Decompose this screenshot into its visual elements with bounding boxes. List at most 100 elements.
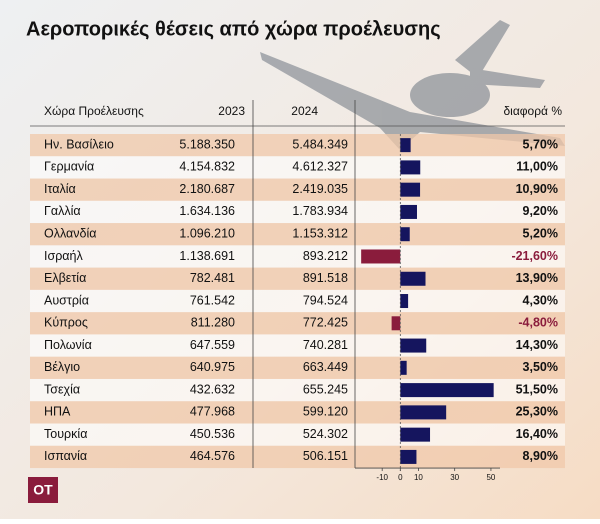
value-2024: 655.245 — [303, 382, 348, 396]
value-2023: 5.188.350 — [179, 137, 235, 151]
value-2023: 640.975 — [190, 360, 235, 374]
data-label: 13,90% — [516, 271, 558, 285]
column-header: 2024 — [291, 104, 318, 118]
value-2024: 2.419.035 — [292, 182, 348, 196]
value-2024: 740.281 — [303, 338, 348, 352]
country-label: Τουρκία — [44, 427, 87, 441]
value-2023: 811.280 — [191, 316, 235, 330]
bar — [400, 138, 411, 153]
data-label: 51,50% — [516, 382, 558, 396]
data-label: 9,20% — [523, 204, 558, 218]
country-label: Κύπρος — [44, 316, 88, 330]
value-2024: 4.612.327 — [292, 160, 348, 174]
value-2023: 1.634.136 — [179, 204, 235, 218]
value-2023: 2.180.687 — [179, 182, 235, 196]
value-2024: 893.212 — [303, 249, 348, 263]
data-label: 11,00% — [516, 160, 558, 174]
row-band — [30, 423, 565, 446]
bar — [400, 204, 417, 219]
logo-box — [28, 477, 58, 503]
country-label: Αυστρία — [44, 293, 89, 307]
value-2023: 1.096.210 — [179, 227, 235, 241]
data-label: 10,90% — [516, 182, 558, 196]
value-2024: 599.120 — [303, 405, 348, 419]
country-label: Ελβετία — [44, 271, 86, 285]
country-label: Ιταλία — [44, 182, 76, 196]
data-label: 4,30% — [523, 293, 558, 307]
value-2024: 663.449 — [303, 360, 348, 374]
value-2023: 477.968 — [190, 405, 235, 419]
value-2023: 450.536 — [190, 427, 235, 441]
row-band — [30, 356, 565, 379]
data-label: 8,90% — [523, 449, 558, 463]
logo: OT — [33, 482, 53, 498]
column-header: διαφορά % — [503, 104, 562, 118]
x-tick-label: -10 — [376, 473, 388, 482]
data-label: -4,80% — [518, 316, 558, 330]
bar — [400, 182, 421, 197]
bar — [400, 405, 447, 420]
row-band — [30, 200, 565, 224]
value-2024: 794.524 — [303, 293, 348, 307]
row-band — [30, 245, 565, 268]
column-header: 2023 — [218, 104, 245, 118]
bar — [400, 360, 407, 375]
bar — [400, 294, 409, 309]
data-label: 14,30% — [516, 338, 558, 352]
country-label: Βέλγιο — [44, 360, 80, 374]
bar — [400, 427, 431, 442]
data-label: -21,60% — [511, 249, 558, 263]
value-2024: 506.151 — [303, 449, 348, 463]
bar — [361, 249, 401, 264]
country-label: Ολλανδία — [44, 227, 96, 241]
value-2024: 772.425 — [303, 316, 348, 330]
row-band — [30, 334, 565, 357]
row-band — [30, 445, 565, 469]
bar — [400, 271, 426, 286]
value-2023: 761.542 — [190, 293, 235, 307]
x-tick-label: 50 — [486, 473, 495, 482]
data-label: 5,70% — [523, 137, 558, 151]
country-label: Γερμανία — [44, 160, 94, 174]
bar — [400, 449, 417, 464]
value-2024: 5.484.349 — [292, 137, 348, 151]
row-band — [30, 223, 565, 246]
chart-title: Αεροπορικές θέσεις από χώρα προέλευσης — [26, 18, 441, 40]
bar — [400, 338, 427, 353]
data-label: 16,40% — [516, 427, 558, 441]
value-2024: 524.302 — [303, 427, 348, 441]
data-label: 3,50% — [523, 360, 558, 374]
row-band — [30, 312, 565, 335]
data-label: 5,20% — [523, 227, 558, 241]
bar — [400, 160, 421, 175]
value-2023: 432.632 — [190, 382, 235, 396]
value-2023: 782.481 — [190, 271, 235, 285]
x-tick-label: 10 — [414, 473, 423, 482]
country-label: Ην. Βασίλειο — [44, 137, 114, 151]
row-band — [30, 401, 565, 424]
data-label: 25,30% — [516, 405, 558, 419]
bar — [400, 383, 494, 398]
row-band — [30, 267, 565, 290]
value-2023: 1.138.691 — [179, 249, 235, 263]
row-band — [30, 178, 565, 201]
column-header: Χώρα Προέλευσης — [44, 104, 144, 118]
country-label: Ισραήλ — [44, 249, 83, 263]
country-label: Γαλλία — [44, 204, 81, 218]
row-band — [30, 156, 565, 179]
value-2024: 1.783.934 — [292, 204, 348, 218]
value-2023: 4.154.832 — [179, 160, 235, 174]
value-2024: 891.518 — [303, 271, 348, 285]
value-2024: 1.153.312 — [292, 227, 348, 241]
country-label: Τσεχία — [44, 382, 80, 396]
country-label: ΗΠΑ — [44, 405, 71, 419]
row-band — [30, 134, 565, 157]
country-label: Πολωνία — [44, 338, 92, 352]
x-tick-label: 0 — [398, 473, 403, 482]
row-band — [30, 289, 565, 313]
bar — [400, 227, 410, 242]
bar — [391, 316, 401, 331]
value-2023: 647.559 — [190, 338, 235, 352]
x-tick-label: 30 — [450, 473, 459, 482]
